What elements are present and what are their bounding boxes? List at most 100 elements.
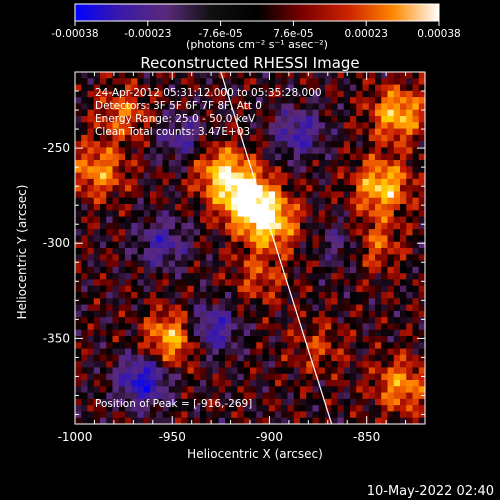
heatmap-cell bbox=[375, 298, 382, 305]
heatmap-cell bbox=[368, 260, 376, 268]
heatmap-cell bbox=[156, 103, 163, 111]
heatmap-cell bbox=[243, 166, 251, 173]
heatmap-cell bbox=[193, 310, 201, 318]
heatmap-cell bbox=[268, 405, 276, 412]
heatmap-cell bbox=[162, 241, 170, 249]
heatmap-cell bbox=[412, 153, 420, 161]
heatmap-cell bbox=[331, 160, 338, 167]
heatmap-cell bbox=[168, 348, 176, 356]
heatmap-cell bbox=[268, 147, 276, 155]
heatmap-cell bbox=[225, 417, 232, 424]
heatmap-cell bbox=[387, 241, 395, 249]
heatmap-cell bbox=[225, 380, 232, 387]
heatmap-cell bbox=[325, 141, 332, 148]
heatmap-cell bbox=[312, 78, 320, 85]
heatmap-cell bbox=[381, 141, 388, 148]
heatmap-cell bbox=[275, 354, 282, 362]
heatmap-cell bbox=[131, 134, 138, 142]
heatmap-cell bbox=[306, 248, 313, 255]
heatmap-cell bbox=[112, 417, 120, 424]
heatmap-cell bbox=[93, 141, 101, 148]
heatmap-cell bbox=[350, 216, 357, 224]
heatmap-cell bbox=[343, 405, 351, 412]
heatmap-cell bbox=[418, 84, 425, 92]
heatmap-cell bbox=[306, 354, 313, 362]
heatmap-cell bbox=[187, 398, 195, 406]
heatmap-cell bbox=[200, 411, 207, 419]
heatmap-cell bbox=[125, 235, 132, 243]
heatmap-cell bbox=[162, 97, 170, 104]
heatmap-cell bbox=[187, 172, 195, 180]
heatmap-cell bbox=[331, 266, 338, 274]
heatmap-cell bbox=[343, 197, 351, 205]
heatmap-cell bbox=[225, 241, 232, 249]
heatmap-cell bbox=[293, 191, 301, 199]
heatmap-cell bbox=[256, 285, 263, 293]
heatmap-cell bbox=[343, 216, 351, 224]
heatmap-cell bbox=[393, 279, 401, 287]
heatmap-cell bbox=[256, 317, 263, 324]
heatmap-cell bbox=[100, 197, 107, 205]
heatmap-cell bbox=[150, 248, 157, 255]
heatmap-cell bbox=[275, 361, 282, 368]
heatmap-cell bbox=[356, 166, 363, 173]
heatmap-cell bbox=[181, 342, 188, 349]
heatmap-cell bbox=[231, 310, 238, 318]
heatmap-cell bbox=[331, 380, 338, 387]
heatmap-cell bbox=[331, 204, 338, 211]
heatmap-cell bbox=[75, 279, 82, 287]
heatmap-cell bbox=[200, 229, 207, 236]
heatmap-cell bbox=[325, 122, 332, 129]
heatmap-cell bbox=[293, 122, 301, 129]
heatmap-cell bbox=[312, 392, 320, 400]
heatmap-cell bbox=[156, 122, 163, 129]
heatmap-cell bbox=[381, 266, 388, 274]
heatmap-cell bbox=[412, 386, 420, 393]
heatmap-cell bbox=[243, 411, 251, 419]
heatmap-cell bbox=[268, 103, 276, 111]
heatmap-cell bbox=[337, 109, 345, 117]
heatmap-cell bbox=[337, 191, 345, 199]
heatmap-cell bbox=[250, 304, 257, 312]
heatmap-cell bbox=[337, 222, 345, 230]
heatmap-cell bbox=[256, 222, 263, 230]
heatmap-cell bbox=[181, 354, 188, 362]
heatmap-cell bbox=[81, 178, 88, 186]
heatmap-cell bbox=[312, 354, 320, 362]
heatmap-cell bbox=[356, 405, 363, 412]
heatmap-cell bbox=[343, 304, 351, 312]
heatmap-cell bbox=[412, 78, 420, 85]
heatmap-cell bbox=[212, 373, 220, 381]
heatmap-cell bbox=[281, 380, 288, 387]
heatmap-cell bbox=[418, 185, 425, 192]
heatmap-cell bbox=[200, 367, 207, 375]
heatmap-cell bbox=[256, 90, 263, 98]
heatmap-cell bbox=[175, 248, 182, 255]
heatmap-cell bbox=[331, 134, 338, 142]
heatmap-cell bbox=[200, 273, 207, 280]
heatmap-cell bbox=[281, 134, 288, 142]
heatmap-cell bbox=[81, 109, 88, 117]
heatmap-cell bbox=[281, 386, 288, 393]
heatmap-cell bbox=[206, 248, 213, 255]
heatmap-cell bbox=[137, 216, 145, 224]
heatmap-cell bbox=[406, 160, 413, 167]
heatmap-cell bbox=[218, 266, 226, 274]
heatmap-cell bbox=[406, 279, 413, 287]
heatmap-cell bbox=[281, 304, 288, 312]
heatmap-cell bbox=[93, 241, 101, 249]
heatmap-cell bbox=[306, 342, 313, 349]
heatmap-cell bbox=[237, 122, 245, 129]
heatmap-cell bbox=[131, 392, 138, 400]
heatmap-cell bbox=[175, 185, 182, 192]
heatmap-cell bbox=[112, 109, 120, 117]
heatmap-cell bbox=[275, 166, 282, 173]
heatmap-cell bbox=[262, 90, 270, 98]
heatmap-cell bbox=[162, 266, 170, 274]
annotation-line: Energy Range: 25.0 - 50.0 keV bbox=[95, 113, 256, 125]
heatmap-cell bbox=[125, 304, 132, 312]
heatmap-cell bbox=[93, 197, 101, 205]
heatmap-cell bbox=[418, 241, 425, 249]
heatmap-cell bbox=[118, 84, 126, 92]
heatmap-cell bbox=[118, 405, 126, 412]
